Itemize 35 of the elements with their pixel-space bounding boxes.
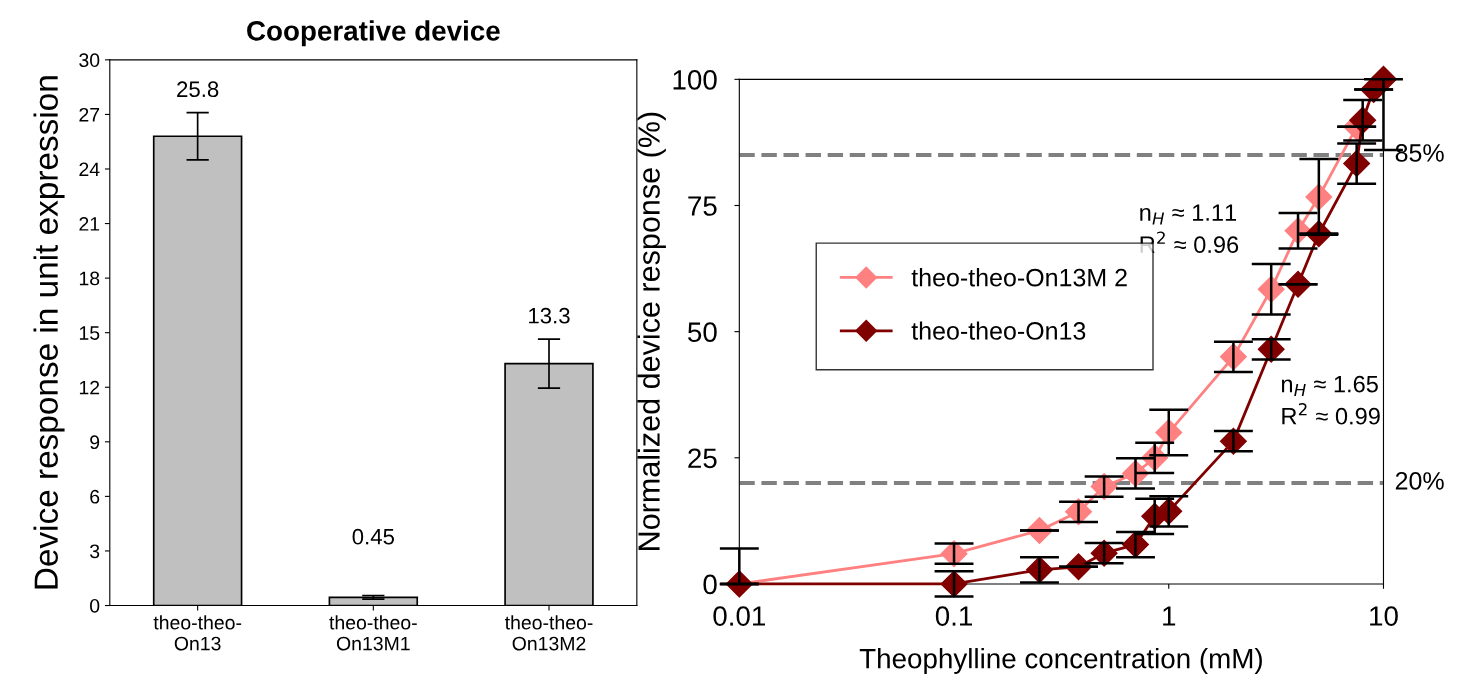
y-tick-label: 0 [703,574,717,595]
x-tick-label: 0.1 [935,606,972,626]
x-tick-label: 10 [1370,606,1398,626]
y-tick-label: 0 [90,598,100,613]
y-tick-label: 24 [79,162,100,177]
x-tick-label: theo-theo- On13M1 [329,615,417,651]
chart-title: Cooperative device [247,20,500,47]
y-axis-title: Device response in unit expression [33,76,65,589]
data-label: 25.8 [177,81,219,98]
data-label: 13.3 [529,307,570,324]
y-tick-label: 12 [79,380,100,395]
y-tick-label: 18 [79,271,100,286]
y-tick-label: 50 [688,322,717,342]
x-tick-label: 1 [1163,606,1176,626]
annotation: n$_{H}$ ≈ 1.65 R$^{2}$ ≈ 0.99 [1281,375,1380,425]
x-tick-label: theo-theo- On13M2 [504,615,593,651]
x-tick-label: theo-theo- On13 [153,615,242,651]
y-tick-label: 3 [90,544,100,559]
y-tick-label: 27 [79,107,100,122]
y-tick-label: 15 [79,326,100,340]
y-tick-label: 25 [688,448,717,469]
y-tick-label: 9 [90,435,100,450]
ref-line-label: 20% [1395,472,1444,490]
y-tick-label: 6 [90,489,100,504]
data-label: 0.45 [352,528,395,545]
y-tick-label: 21 [79,217,100,231]
legend-label: theo-theo-On13M 2 [911,268,1127,287]
legend-label: theo-theo-On13 [911,321,1086,340]
y-tick-label: 100 [673,70,717,90]
ref-line-label: 85% [1395,144,1444,162]
x-tick-label: 0.01 [713,606,765,626]
y-tick-label: 30 [79,53,100,68]
x-axis-title: Theophylline concentration (mM) [859,648,1262,674]
y-axis-title: Normalized device response (%) [637,112,666,550]
y-tick-label: 75 [688,196,717,216]
